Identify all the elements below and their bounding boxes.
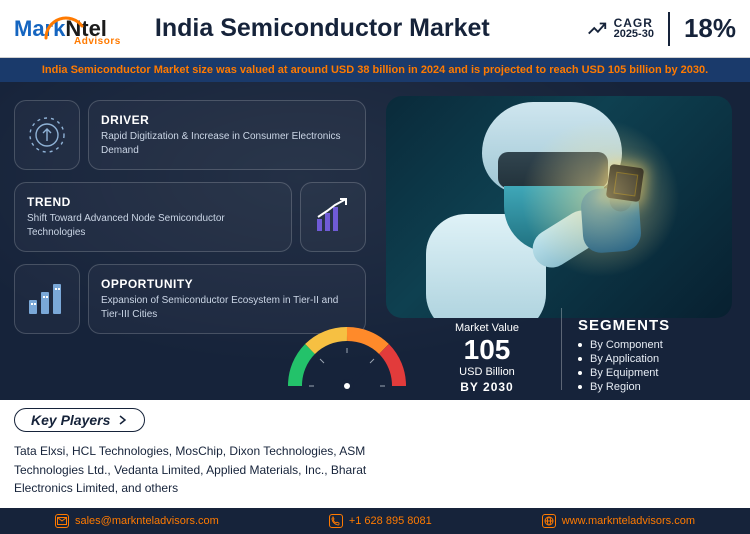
segment-item: By Equipment <box>578 366 732 380</box>
chevron-right-icon <box>118 412 128 428</box>
market-value-label: Market Value <box>432 322 542 334</box>
segment-label: By Component <box>590 339 663 351</box>
footer-email-text: sales@marknteladvisors.com <box>75 515 219 527</box>
logo-subtext: Advisors <box>74 36 121 47</box>
segment-label: By Region <box>590 381 641 393</box>
driver-body: Rapid Digitization & Increase in Consume… <box>101 130 353 157</box>
page-title: India Semiconductor Market <box>155 14 490 43</box>
trend-card: TREND Shift Toward Advanced Node Semicon… <box>14 182 366 252</box>
phone-icon <box>329 514 343 528</box>
cagr-divider <box>668 12 670 46</box>
segment-item: By Application <box>578 352 732 366</box>
trend-heading: TREND <box>27 195 279 209</box>
footer-phone-text: +1 628 895 8081 <box>349 515 432 527</box>
key-players-heading: Key Players <box>31 412 110 428</box>
opportunity-icon <box>14 264 80 334</box>
cagr-label-bottom: 2025-30 <box>614 29 654 40</box>
footer-bar: sales@marknteladvisors.com +1 628 895 80… <box>0 508 750 534</box>
segment-label: By Application <box>590 353 659 365</box>
key-players-badge: Key Players <box>14 408 145 432</box>
segments-divider <box>561 308 562 390</box>
market-value-number: 105 <box>432 336 542 364</box>
gauge-chart <box>282 310 412 398</box>
lab-technician-illustration <box>386 96 732 318</box>
trend-text: TREND Shift Toward Advanced Node Semicon… <box>14 182 292 252</box>
trend-up-icon <box>586 18 608 40</box>
segment-item: By Component <box>578 338 732 352</box>
market-value-block: Market Value 105 USD Billion BY 2030 <box>432 322 542 394</box>
mail-icon <box>55 514 69 528</box>
footer-email[interactable]: sales@marknteladvisors.com <box>55 514 219 528</box>
segments-heading: SEGMENTS <box>578 317 732 334</box>
key-players-section: Key Players Tata Elxsi, HCL Technologies… <box>0 400 750 508</box>
segment-label: By Equipment <box>590 367 658 379</box>
driver-card: DRIVER Rapid Digitization & Increase in … <box>14 100 366 170</box>
footer-web-text: www.marknteladvisors.com <box>562 515 695 527</box>
trend-body: Shift Toward Advanced Node Semiconductor… <box>27 212 279 239</box>
globe-icon <box>542 514 556 528</box>
cagr-value: 18% <box>684 13 736 44</box>
opportunity-heading: OPPORTUNITY <box>101 277 353 291</box>
trend-icon <box>300 182 366 252</box>
summary-banner: India Semiconductor Market size was valu… <box>0 58 750 82</box>
driver-text: DRIVER Rapid Digitization & Increase in … <box>88 100 366 170</box>
footer-web[interactable]: www.marknteladvisors.com <box>542 514 695 528</box>
footer-phone[interactable]: +1 628 895 8081 <box>329 514 432 528</box>
summary-banner-text: India Semiconductor Market size was valu… <box>42 64 708 76</box>
driver-heading: DRIVER <box>101 113 353 127</box>
market-value-year: BY 2030 <box>432 380 542 394</box>
cagr-label: CAGR 2025-30 <box>614 17 654 40</box>
cagr-box: CAGR 2025-30 18% <box>586 12 736 46</box>
market-value-unit: USD Billion <box>432 366 542 378</box>
hero-photo <box>386 96 732 318</box>
segments-block: SEGMENTS By Component By Application By … <box>572 313 732 394</box>
header: Mark Ntel Advisors India Semiconductor M… <box>0 0 750 58</box>
key-players-text: Tata Elxsi, HCL Technologies, MosChip, D… <box>14 442 394 498</box>
main-panel: DRIVER Rapid Digitization & Increase in … <box>0 82 750 400</box>
driver-icon <box>14 100 80 170</box>
segment-item: By Region <box>578 380 732 394</box>
